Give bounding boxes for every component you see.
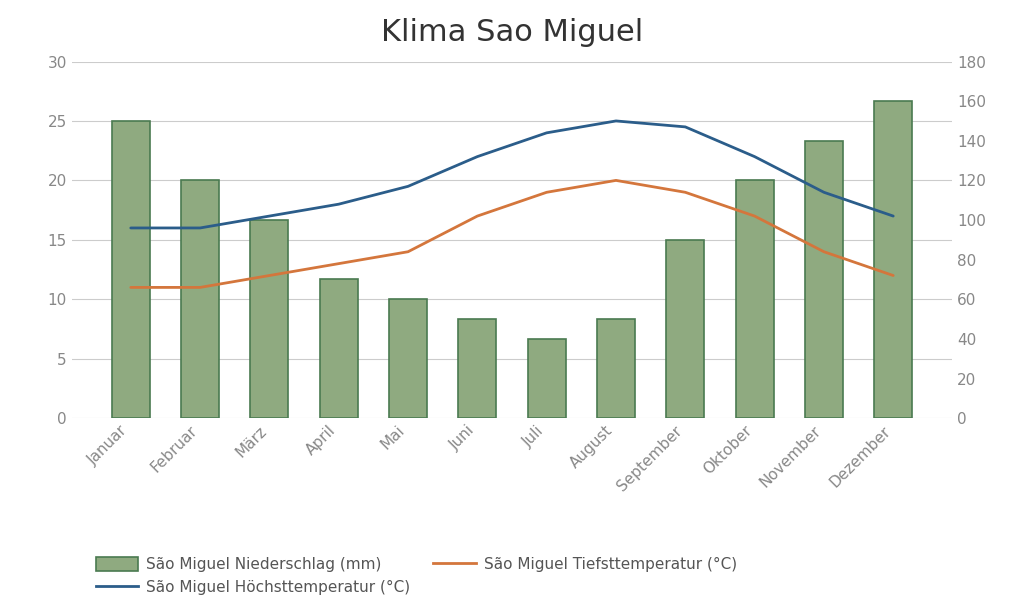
Title: Klima Sao Miguel: Klima Sao Miguel bbox=[381, 18, 643, 47]
Bar bbox=[250, 220, 289, 418]
Bar bbox=[805, 141, 843, 418]
Bar bbox=[667, 240, 705, 418]
Bar bbox=[112, 121, 150, 418]
Legend: São Miguel Niederschlag (mm), São Miguel Höchsttemperatur (°C), São Miguel Tiefs: São Miguel Niederschlag (mm), São Miguel… bbox=[89, 551, 742, 601]
Bar bbox=[181, 180, 219, 418]
Bar bbox=[735, 180, 774, 418]
Bar bbox=[459, 319, 497, 418]
Bar bbox=[319, 279, 357, 418]
Bar bbox=[874, 101, 912, 418]
Bar bbox=[527, 339, 565, 418]
Bar bbox=[597, 319, 635, 418]
Bar bbox=[389, 300, 427, 418]
